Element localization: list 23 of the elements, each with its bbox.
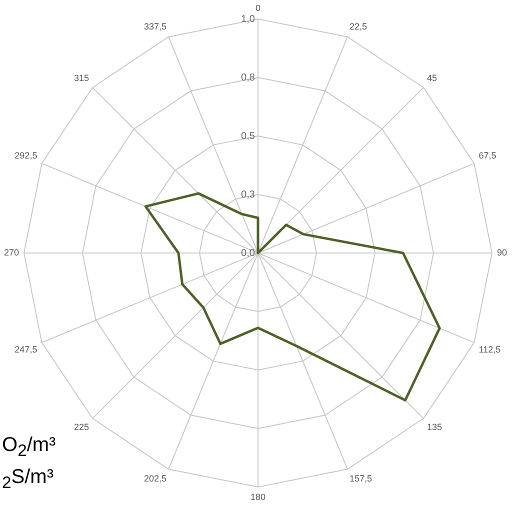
text: $_{2}$S/m³ bbox=[2, 465, 54, 494]
spoke-label: 67,5 bbox=[478, 150, 496, 161]
spoke-label: 90 bbox=[496, 247, 507, 258]
spoke-label: 225 bbox=[74, 422, 90, 432]
y-tick-label: 0,5 bbox=[241, 130, 256, 142]
spoke-label: 135 bbox=[426, 422, 442, 432]
spoke-label: 337,5 bbox=[144, 21, 167, 32]
spoke-label: 247,5 bbox=[14, 344, 38, 354]
spoke-label: 315 bbox=[74, 73, 90, 84]
spoke-label: 112,5 bbox=[478, 344, 501, 354]
y-tick-label: 1,0 bbox=[241, 14, 256, 25]
spoke-label: 202,5 bbox=[144, 474, 167, 484]
spoke-label: 157,5 bbox=[349, 474, 372, 484]
y-tick-label: 0,8 bbox=[241, 72, 256, 84]
y-tick-label: 0,3 bbox=[241, 189, 256, 200]
spoke-label: 270 bbox=[4, 247, 20, 258]
spoke-label: 22,5 bbox=[349, 21, 367, 32]
spoke-label: 292,5 bbox=[14, 150, 38, 161]
spoke-label: 0 bbox=[255, 3, 261, 14]
y-tick-label: 0,0 bbox=[241, 248, 256, 259]
text: O$_{2}$/m³ bbox=[2, 433, 56, 462]
spoke-label: 45 bbox=[426, 73, 438, 84]
spoke-label: 180 bbox=[250, 492, 266, 502]
